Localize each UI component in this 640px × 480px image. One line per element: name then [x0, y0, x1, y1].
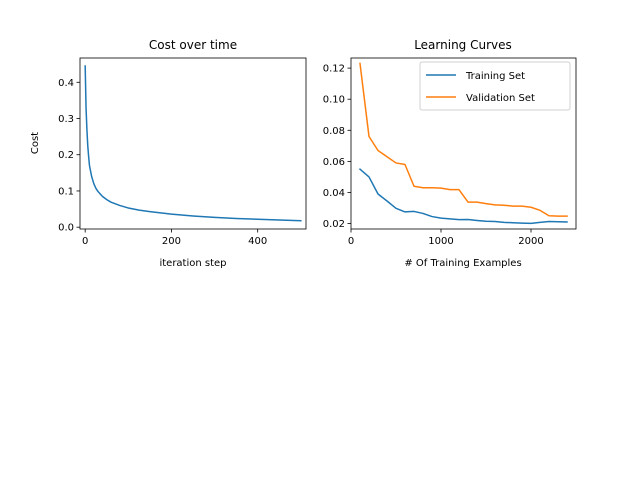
learning-curves-x-tick-label: 1000 — [428, 236, 453, 247]
learning-curves-y-tick-label: 0.08 — [323, 126, 345, 137]
legend-label-training-set: Training Set — [465, 71, 525, 82]
learning-curves-y-tick-label: 0.10 — [323, 95, 345, 106]
learning-curves-y-tick-label: 0.06 — [323, 157, 345, 168]
cost-y-tick-label: 0.0 — [58, 223, 74, 234]
cost-y-tick-label: 0.4 — [58, 78, 74, 89]
cost-chart-x-label: iteration step — [159, 258, 226, 269]
cost-chart: Cost over time iteration step Cost 0 200 4… — [30, 38, 307, 269]
learning-curves-x-tick-label: 2000 — [518, 236, 543, 247]
cost-chart-title: Cost over time — [149, 38, 237, 52]
learning-curves-title: Learning Curves — [414, 38, 512, 52]
legend-label-validation-set: Validation Set — [466, 93, 535, 104]
learning-curves-x-label: # Of Training Examples — [404, 258, 521, 269]
cost-series-line-0 — [84, 65, 302, 222]
learning-curves-series-line-1 — [359, 62, 568, 217]
learning-curves-chart: Learning Curves # Of Training Examples 0… — [323, 38, 577, 269]
cost-x-tick-label: 200 — [162, 236, 181, 247]
learning-curves-x-tick-label: 0 — [348, 236, 354, 247]
legend: Training Set Validation Set — [419, 61, 571, 111]
cost-y-tick-label: 0.1 — [58, 186, 74, 197]
cost-chart-y-label: Cost — [30, 132, 41, 154]
cost-x-tick-label: 0 — [82, 236, 88, 247]
learning-curves-series-line-0 — [358, 168, 568, 225]
legend-box — [419, 61, 571, 111]
learning-curves-y-tick-label: 0.12 — [323, 64, 345, 75]
learning-curves-y-tick-label: 0.02 — [323, 219, 345, 230]
cost-axes-frame — [79, 57, 307, 230]
cost-y-tick-label: 0.2 — [58, 150, 74, 161]
learning-curves-axes-frame — [350, 57, 577, 230]
cost-x-tick-label: 400 — [248, 236, 267, 247]
cost-y-tick-label: 0.3 — [58, 114, 74, 125]
learning-curves-y-tick-label: 0.04 — [323, 188, 345, 199]
